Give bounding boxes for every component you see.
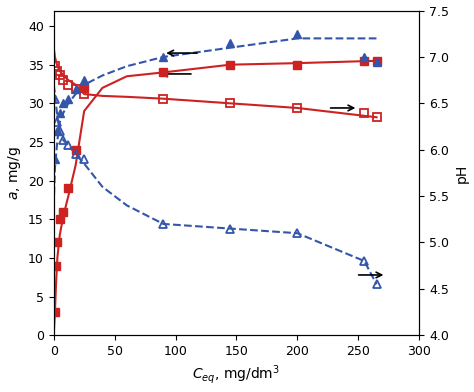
Y-axis label: $a$, mg/g: $a$, mg/g (6, 146, 23, 200)
Y-axis label: pH: pH (455, 163, 468, 183)
X-axis label: $C_{eq}$, mg/dm$^3$: $C_{eq}$, mg/dm$^3$ (192, 363, 281, 387)
